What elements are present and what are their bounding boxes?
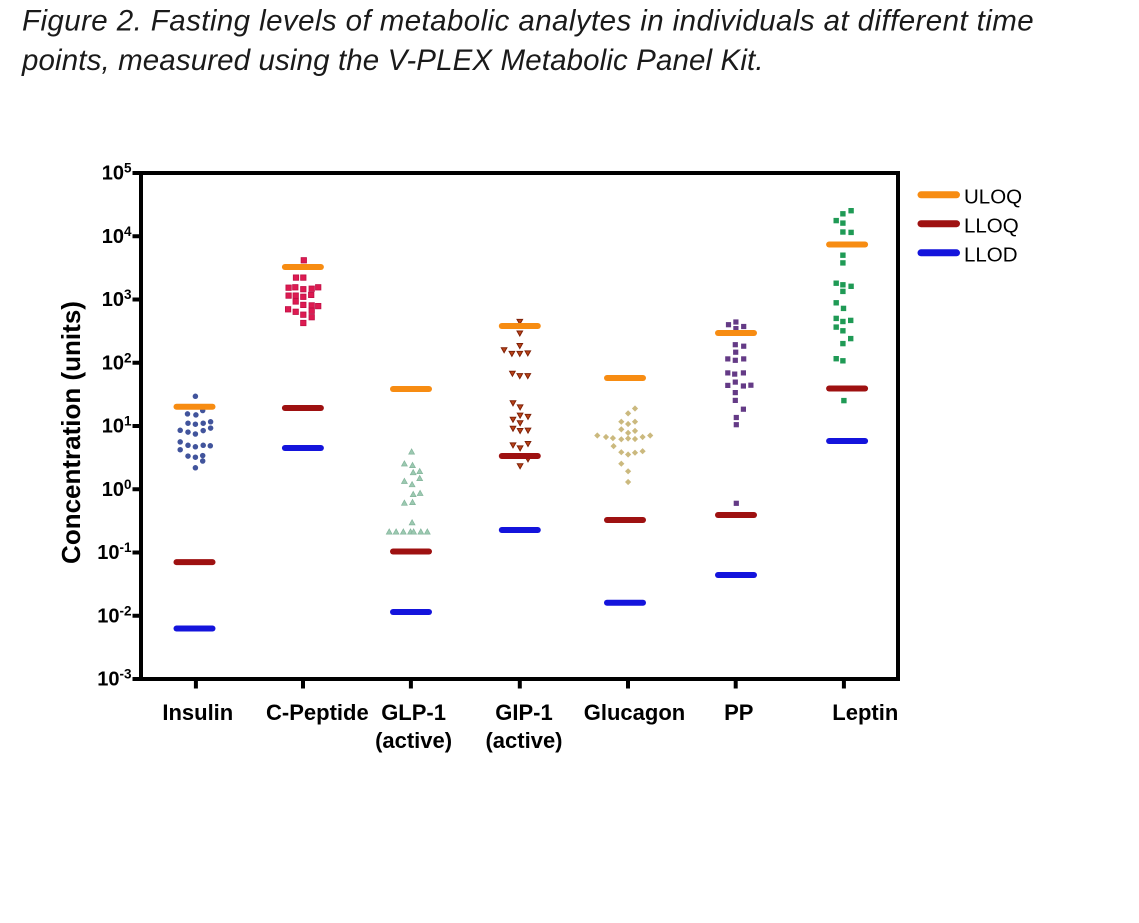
svg-text:105: 105 [102,161,132,185]
svg-text:101: 101 [102,414,132,438]
svg-text:100: 100 [102,477,132,501]
svg-text:Concentration (units): Concentration (units) [56,301,86,564]
svg-text:Glucagon: Glucagon [584,700,685,725]
svg-text:LLOQ: LLOQ [964,214,1019,237]
svg-text:ULOQ: ULOQ [964,185,1022,208]
svg-text:Insulin: Insulin [162,700,233,725]
svg-text:C-Peptide: C-Peptide [266,700,369,725]
svg-text:102: 102 [102,350,132,374]
svg-text:103: 103 [102,287,132,311]
svg-text:Leptin: Leptin [832,700,898,725]
svg-text:points, measured using the V-P: points, measured using the V-PLEX Metabo… [21,44,764,77]
svg-text:10-2: 10-2 [97,603,131,627]
svg-text:(active): (active) [375,728,452,753]
svg-text:GIP-1: GIP-1 [495,700,552,725]
svg-text:10-1: 10-1 [97,540,132,564]
svg-text:Figure 2. Fasting levels of me: Figure 2. Fasting levels of metabolic an… [22,5,1034,38]
svg-text:10-3: 10-3 [97,667,132,691]
svg-text:GLP-1: GLP-1 [381,700,446,725]
svg-text:104: 104 [102,224,132,248]
svg-text:(active): (active) [485,728,562,753]
svg-text:PP: PP [724,700,753,725]
svg-text:LLOD: LLOD [964,243,1018,266]
